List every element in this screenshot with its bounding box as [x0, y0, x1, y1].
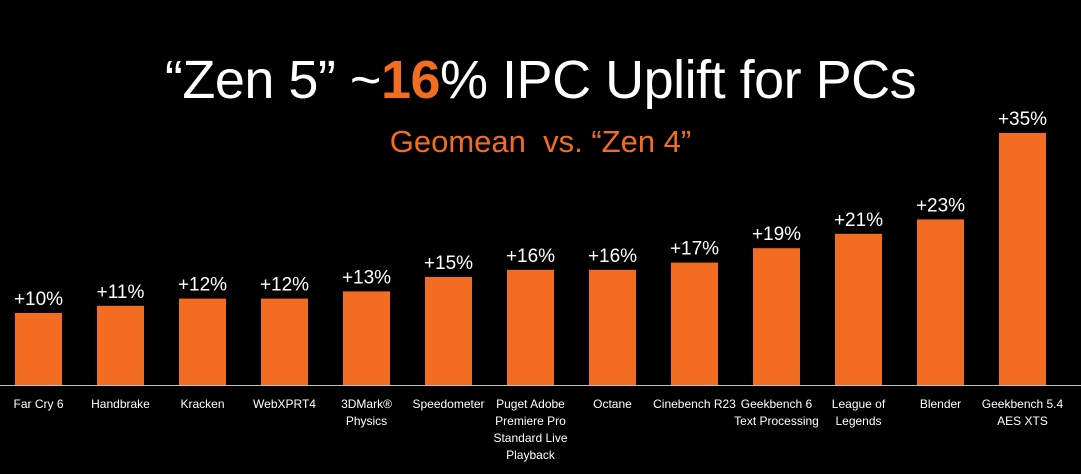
category-label: Far Cry 6	[13, 397, 63, 411]
data-label: +15%	[424, 253, 473, 274]
bar	[917, 219, 964, 385]
chart-subtitle: Geomean vs. “Zen 4”	[389, 124, 692, 159]
category-label-line: Far Cry 6	[13, 397, 63, 411]
bar	[835, 233, 882, 385]
category-label-line: Physics	[346, 414, 387, 428]
bar	[671, 262, 718, 385]
data-label: +21%	[834, 210, 883, 231]
data-label: +12%	[178, 275, 227, 296]
category-label-line: Kracken	[180, 397, 224, 411]
category-label-line: 3DMark®	[341, 397, 392, 411]
category-label-line: Octane	[593, 397, 632, 411]
category-label: Handbrake	[91, 397, 150, 411]
title-highlight-number: 16	[380, 50, 441, 110]
bar	[15, 313, 62, 385]
data-label: +16%	[506, 246, 555, 267]
category-label-line: Cinebench R23	[653, 397, 736, 411]
title-prefix: “Zen 5” ~	[164, 50, 382, 110]
category-label-line: Text Processing	[734, 414, 819, 428]
chart-title: “Zen 5” ~16% IPC Uplift for PCs	[0, 48, 1081, 112]
category-label-line: League of	[832, 397, 886, 411]
data-label: +17%	[670, 239, 719, 260]
category-label-line: Playback	[506, 448, 556, 462]
data-label: +10%	[14, 289, 63, 310]
title-suffix: % IPC Uplift for PCs	[440, 50, 917, 110]
category-label: Octane	[593, 397, 632, 411]
bar	[753, 248, 800, 385]
category-label: Geekbench 5.4 AES XTS	[982, 397, 1064, 428]
category-label-line: Speedometer	[412, 397, 484, 411]
bar	[261, 298, 308, 385]
category-label-line: WebXPRT4	[253, 397, 316, 411]
category-label-line: Premiere Pro	[495, 414, 566, 428]
category-label-line: Handbrake	[91, 397, 150, 411]
category-label-line: Puget Adobe	[496, 397, 565, 411]
bar	[179, 298, 226, 385]
category-label-line: Geekbench 6	[741, 397, 813, 411]
bar	[343, 291, 390, 385]
bar	[507, 269, 554, 385]
bar	[97, 305, 144, 385]
data-label: +23%	[916, 195, 965, 216]
category-label: Blender	[920, 397, 961, 411]
data-label: +16%	[588, 246, 637, 267]
category-label: Cinebench R23	[653, 397, 736, 411]
data-label: +13%	[342, 267, 391, 288]
category-label-line: AES XTS	[997, 414, 1048, 428]
category-label: WebXPRT4	[253, 397, 316, 411]
bar	[425, 277, 472, 385]
category-label-line: Geekbench 5.4	[982, 397, 1064, 411]
category-label: Geekbench 6 Text Processing	[734, 397, 819, 428]
data-label: +35%	[998, 109, 1047, 130]
data-label: +12%	[260, 275, 309, 296]
category-label: Speedometer	[412, 397, 484, 411]
category-label: Kracken	[180, 397, 224, 411]
category-label-line: Blender	[920, 397, 961, 411]
category-label: 3DMark® Physics	[341, 397, 392, 428]
category-label-line: Legends	[835, 414, 881, 428]
category-label: Puget Adobe Premiere Pro Standard Live Play…	[493, 397, 567, 462]
data-label: +11%	[97, 282, 145, 303]
bar	[589, 269, 636, 385]
category-label-line: Standard Live	[493, 431, 567, 445]
bar	[999, 133, 1046, 385]
data-label: +19%	[752, 224, 801, 245]
category-label: League of Legends	[832, 397, 886, 428]
